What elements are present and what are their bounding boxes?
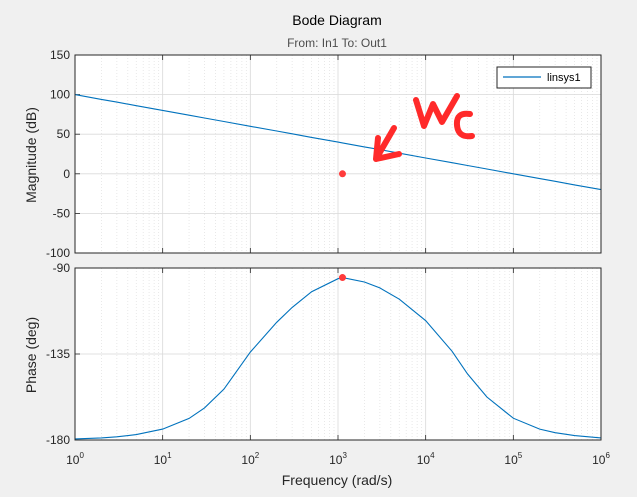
- magnitude-axes-box: [74, 54, 602, 254]
- phase-y-tick-label: -135: [46, 347, 70, 361]
- chart-title: Bode Diagram: [292, 12, 382, 28]
- magnitude-y-tick-label: 0: [63, 167, 70, 181]
- phase-y-tick-label: -90: [53, 261, 71, 275]
- x-tick-label: 104: [417, 451, 435, 467]
- x-tick-label: 101: [154, 451, 172, 467]
- magnitude-marker-point: [338, 170, 346, 178]
- legend-entry-linsys1: linsys1: [547, 72, 581, 84]
- magnitude-y-tick-label: -50: [53, 206, 71, 220]
- legend[interactable]: linsys1: [496, 66, 592, 89]
- magnitude-axis-label: Magnitude (dB): [23, 107, 39, 203]
- x-tick-label: 102: [241, 451, 259, 467]
- handwritten-wc-annotation: [373, 93, 475, 162]
- annotation-w-glyph: [413, 93, 460, 129]
- annotation-arrow: [373, 125, 402, 162]
- x-axis-tick-labels: 100 101 102 103 104 105 106: [66, 451, 610, 467]
- x-tick-label: 105: [504, 451, 522, 467]
- phase-y-tick-label: -180: [46, 433, 70, 447]
- phase-marker-point: [338, 274, 346, 282]
- chart-subtitle: From: In1 To: Out1: [287, 36, 387, 50]
- x-tick-label: 100: [66, 451, 84, 467]
- annotation-c-glyph: [453, 110, 475, 140]
- phase-axis-label: Phase (deg): [23, 317, 39, 393]
- legend-box: [496, 66, 592, 89]
- x-tick-label: 106: [592, 451, 610, 467]
- magnitude-y-tick-label: 150: [50, 48, 70, 62]
- magnitude-y-tick-label: 100: [50, 88, 70, 102]
- x-tick-label: 103: [329, 451, 347, 467]
- phase-panel: -90 -135 -180: [46, 261, 602, 447]
- phase-axes-box: [74, 267, 602, 441]
- magnitude-y-tick-label: -100: [46, 246, 70, 260]
- magnitude-series-line: [74, 94, 602, 191]
- frequency-axis-label: Frequency (rad/s): [282, 472, 392, 488]
- magnitude-y-tick-label: 50: [57, 127, 71, 141]
